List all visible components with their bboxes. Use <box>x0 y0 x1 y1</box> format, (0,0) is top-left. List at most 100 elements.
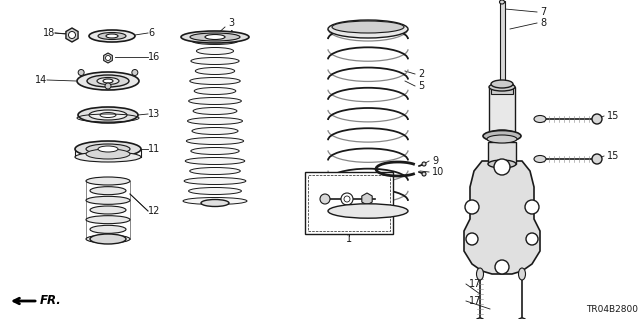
Ellipse shape <box>189 167 240 174</box>
Ellipse shape <box>86 235 130 243</box>
Ellipse shape <box>487 135 517 143</box>
Circle shape <box>592 114 602 124</box>
Bar <box>305 172 393 234</box>
Circle shape <box>78 70 84 76</box>
Text: TR04B2800: TR04B2800 <box>586 305 638 314</box>
Ellipse shape <box>196 48 234 55</box>
Circle shape <box>344 196 350 202</box>
Ellipse shape <box>86 177 130 185</box>
Ellipse shape <box>188 117 243 124</box>
Text: 18: 18 <box>43 28 55 38</box>
Polygon shape <box>464 161 540 274</box>
Ellipse shape <box>332 21 404 33</box>
Ellipse shape <box>103 79 113 83</box>
Ellipse shape <box>185 158 244 165</box>
Ellipse shape <box>90 234 126 244</box>
Polygon shape <box>104 53 113 63</box>
Ellipse shape <box>97 78 119 85</box>
Ellipse shape <box>534 155 546 162</box>
Circle shape <box>475 318 485 319</box>
Ellipse shape <box>77 72 139 90</box>
Ellipse shape <box>90 206 126 214</box>
Text: 7: 7 <box>540 7 547 17</box>
Text: 15: 15 <box>607 111 620 121</box>
Circle shape <box>320 194 330 204</box>
Text: 1: 1 <box>346 234 352 244</box>
Ellipse shape <box>100 113 116 117</box>
Circle shape <box>422 172 426 176</box>
Ellipse shape <box>534 115 546 122</box>
Ellipse shape <box>477 268 483 280</box>
Text: 11: 11 <box>148 144 160 154</box>
Ellipse shape <box>75 141 141 157</box>
Bar <box>488 142 516 164</box>
Ellipse shape <box>193 108 237 115</box>
Ellipse shape <box>205 34 225 40</box>
Ellipse shape <box>194 87 236 94</box>
Ellipse shape <box>89 30 135 42</box>
Ellipse shape <box>98 146 118 152</box>
Ellipse shape <box>191 57 239 64</box>
Ellipse shape <box>89 110 127 120</box>
Bar <box>491 84 513 94</box>
Ellipse shape <box>489 83 515 91</box>
Text: FR.: FR. <box>40 294 61 308</box>
Circle shape <box>466 233 478 245</box>
Ellipse shape <box>90 225 126 233</box>
Circle shape <box>465 200 479 214</box>
Ellipse shape <box>328 20 408 38</box>
Circle shape <box>68 32 76 39</box>
Ellipse shape <box>190 33 240 41</box>
Ellipse shape <box>90 187 126 195</box>
Ellipse shape <box>491 80 513 88</box>
Text: 16: 16 <box>148 52 160 62</box>
Ellipse shape <box>192 38 238 44</box>
Ellipse shape <box>75 152 141 162</box>
Polygon shape <box>362 193 372 205</box>
Text: 12: 12 <box>148 206 161 216</box>
Ellipse shape <box>192 128 238 135</box>
Ellipse shape <box>86 144 130 154</box>
Ellipse shape <box>181 31 249 43</box>
Text: 3: 3 <box>228 18 234 28</box>
Ellipse shape <box>489 130 515 138</box>
Text: 8: 8 <box>540 18 546 28</box>
Circle shape <box>592 154 602 164</box>
Circle shape <box>105 83 111 89</box>
Bar <box>489 87 515 134</box>
Ellipse shape <box>483 130 521 142</box>
Text: 13: 13 <box>148 109 160 119</box>
Ellipse shape <box>183 197 247 204</box>
Circle shape <box>495 260 509 274</box>
Ellipse shape <box>86 149 130 159</box>
Ellipse shape <box>499 0 504 4</box>
Text: 14: 14 <box>35 75 47 85</box>
Ellipse shape <box>184 177 246 184</box>
Text: 2: 2 <box>418 69 424 79</box>
Ellipse shape <box>189 98 241 105</box>
Text: 4: 4 <box>228 30 234 40</box>
Ellipse shape <box>86 196 130 204</box>
Circle shape <box>132 70 138 76</box>
Circle shape <box>494 159 510 175</box>
Text: 17: 17 <box>469 279 481 289</box>
Polygon shape <box>66 28 78 42</box>
Ellipse shape <box>106 34 118 38</box>
Ellipse shape <box>518 268 525 280</box>
Ellipse shape <box>201 199 229 206</box>
Ellipse shape <box>87 75 129 87</box>
Ellipse shape <box>488 160 516 168</box>
Text: 17: 17 <box>469 296 481 306</box>
Circle shape <box>526 233 538 245</box>
Ellipse shape <box>186 137 244 145</box>
Circle shape <box>517 318 527 319</box>
Bar <box>308 175 390 231</box>
Text: 9: 9 <box>432 156 438 166</box>
Text: 6: 6 <box>148 28 154 38</box>
Text: 10: 10 <box>432 167 444 177</box>
Ellipse shape <box>98 33 126 40</box>
Circle shape <box>525 200 539 214</box>
Ellipse shape <box>195 68 235 75</box>
Circle shape <box>341 193 353 205</box>
Ellipse shape <box>78 107 138 123</box>
